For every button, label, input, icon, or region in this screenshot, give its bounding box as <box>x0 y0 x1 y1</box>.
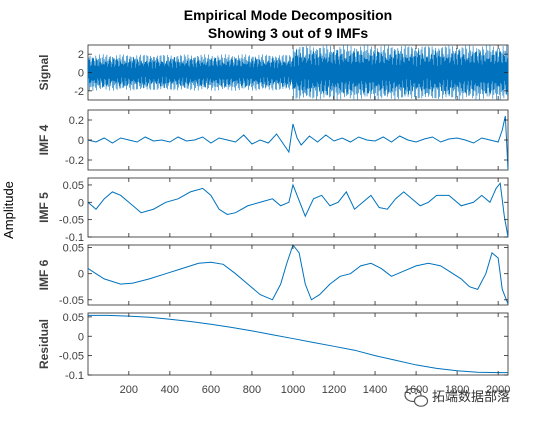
x-tick-label: 1200 <box>322 384 346 396</box>
watermark-text: 拓端数据部落 <box>432 390 510 405</box>
x-tick-label: 1000 <box>281 384 305 396</box>
x-tick-label: 600 <box>202 384 220 396</box>
panel-label-4: IMF 6 <box>37 259 51 290</box>
y-tick-label: 0 <box>78 197 84 209</box>
y-tick-label: -2 <box>74 86 84 98</box>
x-tick-label: 1800 <box>445 384 469 396</box>
wechat-icon <box>404 387 429 407</box>
y-tick-label: 0.05 <box>63 180 84 192</box>
panel-3: 0.05 0 -0.05 -0.1 IMF 5 <box>37 177 509 244</box>
panel-2: 0.2 0 -0.2 IMF 4 <box>37 109 509 171</box>
y-tick-label: -0.05 <box>59 215 84 227</box>
y-tick-label: -0.05 <box>59 295 84 307</box>
y-tick-label: -0.05 <box>59 351 84 363</box>
panels-group: 2 0 -2 Signal 0.2 0 -0.2 IMF 4 0.05 0 -0.05 -0.1 IMF… <box>37 44 509 382</box>
panel-frame <box>87 177 509 238</box>
chart-title-line2: Showing 3 out of 9 IMFs <box>208 25 368 41</box>
chart-title-line1: Empirical Mode Decomposition <box>184 7 392 23</box>
y-tick-label: -0.2 <box>65 155 84 167</box>
y-axis-label: Amplitude <box>1 181 16 239</box>
panel-label-1: Signal <box>37 54 51 90</box>
series-line-3 <box>87 181 509 238</box>
panel-label-3: IMF 5 <box>37 192 51 223</box>
x-tick-label: 200 <box>120 384 138 396</box>
series-line-2 <box>87 115 509 171</box>
y-tick-label: 0 <box>78 135 84 147</box>
series-line-5 <box>88 314 508 374</box>
x-tick-label: 1400 <box>363 384 387 396</box>
y-tick-label: 0 <box>78 269 84 281</box>
y-tick-label: 0.05 <box>63 312 84 324</box>
y-tick-label: 0 <box>78 68 84 80</box>
y-tick-label: 0.05 <box>63 243 84 255</box>
y-tick-label: 0 <box>78 331 84 343</box>
panel-frame <box>87 244 509 306</box>
x-tick-label: 800 <box>243 384 261 396</box>
y-tick-label: -0.1 <box>65 232 84 244</box>
y-tick-label: -0.1 <box>65 370 84 382</box>
y-tick-label: 0.2 <box>69 115 84 127</box>
series-line-1 <box>87 45 509 100</box>
x-tick-label: 400 <box>161 384 179 396</box>
series-line-4 <box>87 243 509 305</box>
watermark: 拓端数据部落 <box>404 387 510 407</box>
panel-4: 0.05 0 -0.05 IMF 6 <box>37 243 509 307</box>
panel-label-5: Residual <box>37 319 51 369</box>
panel-frame <box>87 312 509 376</box>
panel-5: 0.05 0 -0.05 -0.1 Residual <box>37 312 509 382</box>
x-tick-label: 2000 <box>486 384 510 396</box>
x-tick-labels: 200 400 600 800 1000 1200 1400 1600 1800 2000 <box>120 384 511 396</box>
y-tick-label: 2 <box>78 49 84 61</box>
panel-label-2: IMF 4 <box>37 124 51 155</box>
panel-1: 2 0 -2 Signal <box>37 44 509 101</box>
